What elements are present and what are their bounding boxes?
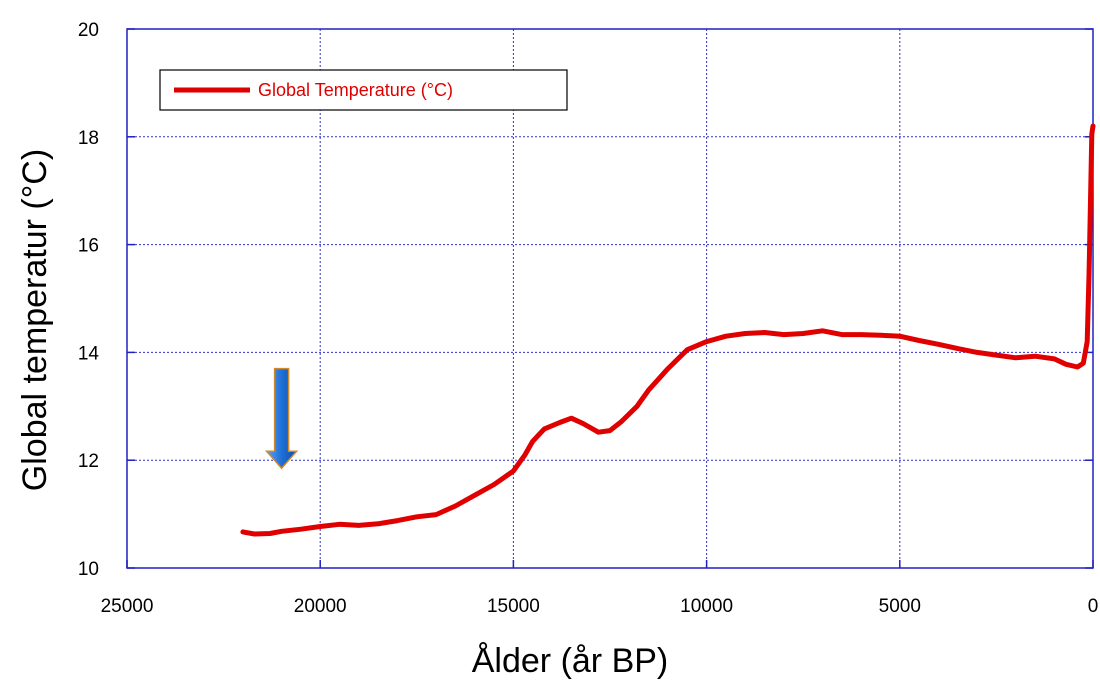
- y-tick-label: 10: [78, 559, 99, 580]
- arrow-annotation: [264, 367, 299, 470]
- x-tick-label: 20000: [294, 596, 347, 617]
- legend-label: Global Temperature (°C): [258, 80, 453, 100]
- plot-frame: [126, 28, 1094, 569]
- y-tick-label: 20: [78, 20, 99, 41]
- x-tick-label: 5000: [879, 596, 921, 617]
- series-layer: [240, 123, 1096, 537]
- x-tick-label: 15000: [487, 596, 540, 617]
- y-tick-label: 18: [78, 128, 99, 149]
- y-tick-label: 14: [78, 343, 100, 364]
- x-tick-label: 10000: [680, 596, 733, 617]
- series-line: [240, 123, 1096, 537]
- y-tick-label: 12: [78, 451, 99, 472]
- y-axis-title: Global temperatur (°C): [16, 149, 54, 491]
- legend: Global Temperature (°C): [159, 69, 568, 111]
- axis-ticks: 25000 20000 15000 10000 5000 0 10 12 14 16 18 20: [78, 20, 1098, 617]
- x-tick-label: 0: [1088, 596, 1099, 617]
- annotation-layer: [264, 367, 299, 470]
- x-axis-title: Ålder (år BP): [472, 642, 669, 680]
- y-tick-label: 16: [78, 236, 99, 257]
- x-tick-label: 25000: [101, 596, 154, 617]
